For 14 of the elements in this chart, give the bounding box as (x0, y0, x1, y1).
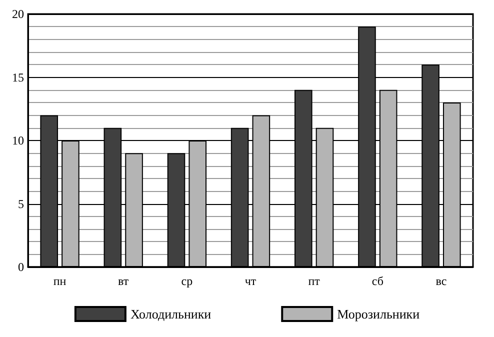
legend-label: Морозильники (337, 306, 420, 322)
y-tick-label: 15 (12, 70, 24, 84)
y-tick-label: 20 (12, 7, 24, 21)
x-tick-label: пн (53, 274, 67, 288)
y-tick-label: 0 (18, 260, 24, 274)
y-tick-label: 5 (18, 196, 24, 211)
x-tick-label: вт (118, 274, 130, 288)
x-tick-label: вс (436, 274, 447, 288)
x-tick-label: чт (244, 274, 257, 288)
y-tick-label: 10 (12, 134, 24, 148)
legend-label: Холодильники (130, 306, 212, 322)
x-tick-label: сб (372, 274, 384, 288)
x-tick-label: ср (181, 274, 193, 288)
x-tick-label: пт (308, 274, 321, 288)
